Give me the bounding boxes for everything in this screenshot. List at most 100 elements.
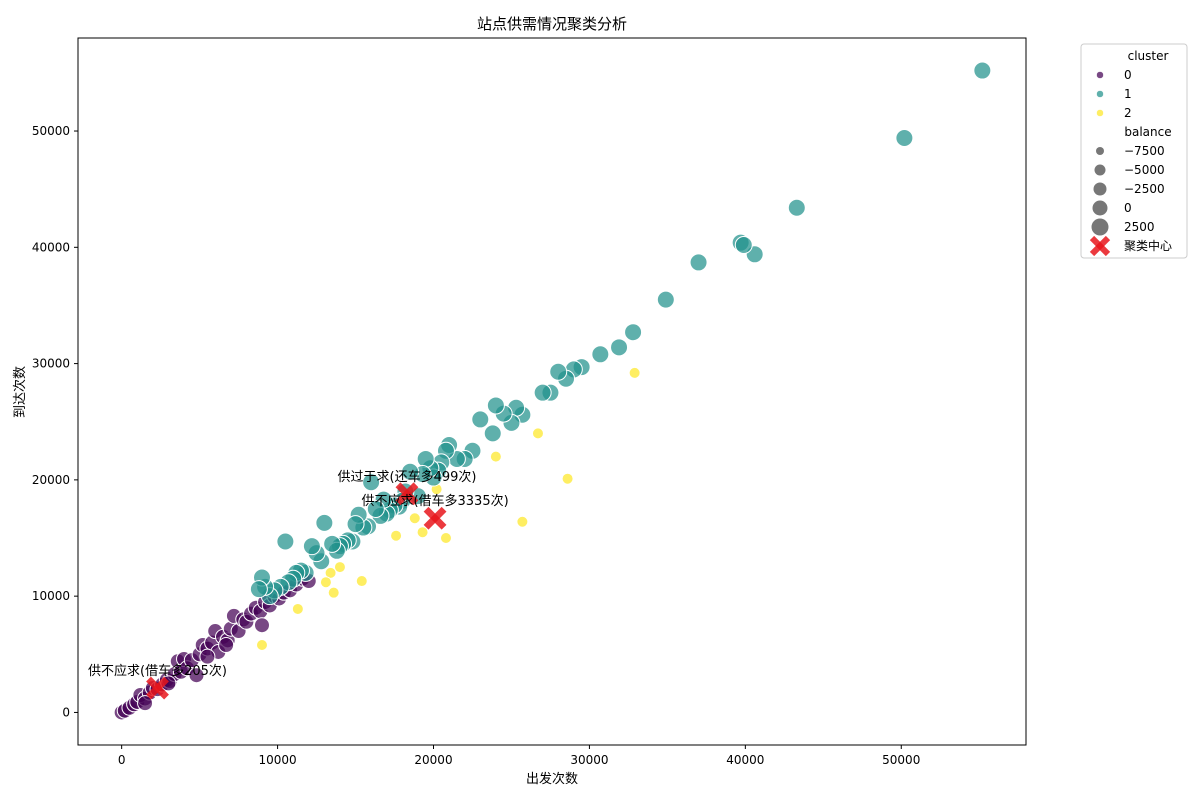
legend-hue-marker <box>1096 109 1104 117</box>
data-point-cluster-0 <box>199 648 216 665</box>
x-axis-label: 出发次数 <box>526 771 578 787</box>
annotations-layer: 供不应求(借车多205次) 供过于求(还车多499次) 供不应求(借车多3335次) <box>88 469 509 679</box>
data-point-cluster-1 <box>486 396 505 415</box>
legend-size-marker <box>1094 164 1106 176</box>
x-tick-label: 10000 <box>258 753 296 767</box>
data-point-cluster-1 <box>549 362 568 381</box>
center-annotation: 供不应求(借车多3335次) <box>361 493 508 509</box>
legend-center-label: 聚类中心 <box>1124 238 1172 253</box>
y-tick-label: 50000 <box>32 124 70 138</box>
center-marker-stroke <box>423 506 447 530</box>
data-point-cluster-1 <box>895 129 914 148</box>
y-axis-label: 到达次数 <box>12 366 28 418</box>
cluster-center-marker <box>395 482 419 506</box>
center-annotation: 供过于求(还车多499次) <box>338 469 477 485</box>
legend-size-label: 2500 <box>1124 220 1155 234</box>
legend-size-title: balance <box>1124 125 1171 139</box>
legend-hue-items: 0 1 2 <box>1096 68 1132 120</box>
data-point-cluster-1 <box>973 61 992 80</box>
data-point-cluster-0 <box>253 617 270 634</box>
legend-size-label: 0 <box>1124 201 1132 215</box>
data-point-cluster-1 <box>362 473 381 492</box>
legend-size-label: −5000 <box>1124 163 1165 177</box>
center-marker-stroke <box>395 482 419 506</box>
data-point-cluster-2 <box>319 576 332 589</box>
legend-hue-label: 2 <box>1124 106 1132 120</box>
data-point-cluster-1 <box>787 198 806 217</box>
data-point-cluster-2 <box>516 515 529 528</box>
data-point-cluster-1 <box>471 410 490 429</box>
data-point-cluster-2 <box>416 526 429 539</box>
cluster-center-marker <box>423 506 447 530</box>
data-point-cluster-1 <box>610 338 629 357</box>
cluster-center-marker <box>146 676 169 700</box>
plot-area-frame <box>77 37 1027 746</box>
legend: cluster 0 1 2 balance −7500 −5000 −2500 0 2500… <box>1080 43 1188 259</box>
data-point-cluster-2 <box>333 561 346 574</box>
data-point-cluster-1 <box>533 383 552 402</box>
data-point-cluster-2 <box>291 602 304 615</box>
x-axis-ticks: 0 10000 20000 30000 40000 50000 <box>118 745 920 767</box>
y-tick-label: 30000 <box>32 357 70 371</box>
chart-title: 站点供需情况聚类分析 <box>477 15 627 33</box>
legend-size-marker <box>1093 182 1107 196</box>
legend-hue-title: cluster <box>1128 49 1169 63</box>
data-point-cluster-0 <box>188 667 205 684</box>
data-point-cluster-1 <box>656 290 675 309</box>
legend-size-items: −7500 −5000 −2500 0 2500 <box>1091 144 1165 236</box>
legend-size-marker <box>1092 200 1108 216</box>
x-tick-label: 20000 <box>414 753 452 767</box>
y-tick-label: 20000 <box>32 473 70 487</box>
data-point-cluster-2 <box>355 575 368 588</box>
data-point-cluster-1 <box>249 580 268 599</box>
legend-hue-marker <box>1096 71 1104 79</box>
center-marker-stroke <box>1089 235 1111 257</box>
legend-center-item: 聚类中心 <box>1089 235 1172 257</box>
data-point-cluster-1 <box>315 513 334 532</box>
legend-center-marker <box>1089 235 1111 257</box>
y-tick-label: 0 <box>62 705 70 719</box>
data-point-cluster-2 <box>324 566 337 579</box>
legend-hue-label: 1 <box>1124 87 1132 101</box>
data-point-cluster-1 <box>416 449 435 468</box>
data-point-cluster-2 <box>327 586 340 599</box>
data-point-cluster-2 <box>628 366 641 379</box>
y-tick-label: 10000 <box>32 589 70 603</box>
data-point-cluster-0 <box>137 695 154 712</box>
data-point-cluster-1 <box>483 424 502 443</box>
x-tick-label: 30000 <box>570 753 608 767</box>
cluster-centers-layer <box>146 482 447 700</box>
data-point-cluster-1 <box>302 537 321 556</box>
data-point-cluster-1 <box>276 532 295 551</box>
data-point-cluster-2 <box>408 512 421 525</box>
data-point-cluster-1 <box>346 515 365 534</box>
legend-box <box>1080 43 1188 259</box>
data-point-cluster-0 <box>218 636 235 653</box>
legend-hue-label: 0 <box>1124 68 1132 82</box>
data-point-cluster-1 <box>323 534 342 553</box>
y-axis-ticks: 0 10000 20000 30000 40000 50000 <box>32 124 78 719</box>
data-point-cluster-2 <box>390 529 403 542</box>
y-tick-label: 40000 <box>32 240 70 254</box>
data-point-cluster-2 <box>531 427 544 440</box>
legend-hue-marker <box>1096 90 1104 98</box>
data-point-cluster-1 <box>734 235 753 254</box>
legend-size-label: −2500 <box>1124 182 1165 196</box>
center-annotation: 供不应求(借车多205次) <box>88 663 227 679</box>
points-layer <box>113 61 992 721</box>
data-point-cluster-2 <box>561 472 574 485</box>
data-point-cluster-1 <box>401 462 420 481</box>
data-point-cluster-1 <box>689 253 708 272</box>
x-tick-label: 50000 <box>882 753 920 767</box>
x-tick-label: 0 <box>118 753 126 767</box>
data-point-cluster-1 <box>366 499 385 518</box>
center-marker-stroke <box>146 676 169 700</box>
legend-size-marker <box>1091 218 1109 236</box>
data-point-cluster-2 <box>255 638 268 651</box>
legend-size-label: −7500 <box>1124 144 1165 158</box>
data-point-cluster-1 <box>591 345 610 364</box>
data-point-cluster-2 <box>439 532 452 545</box>
data-point-cluster-1 <box>624 323 643 342</box>
data-point-cluster-2 <box>489 450 502 463</box>
